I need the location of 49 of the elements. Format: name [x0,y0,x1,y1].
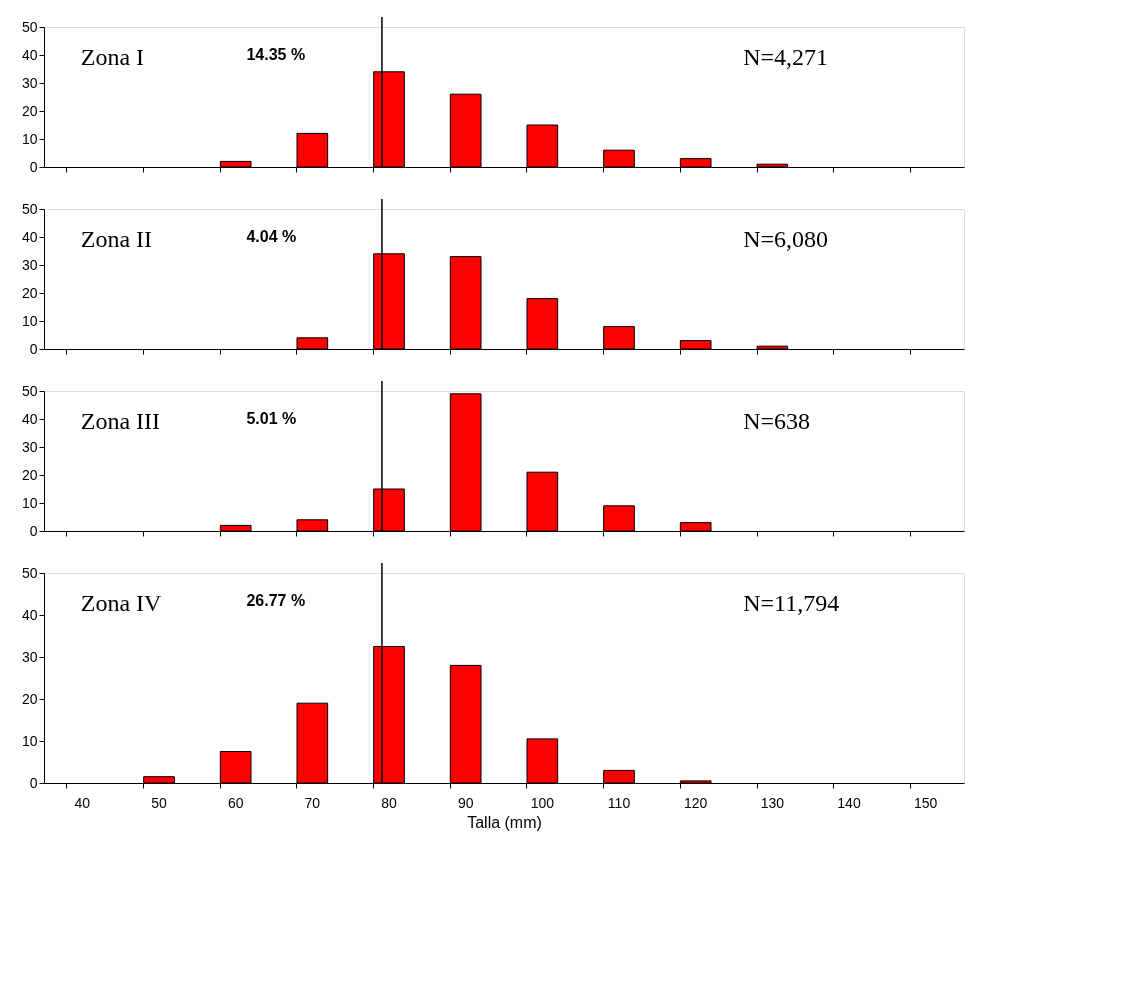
annotation: Zona III [80,407,161,434]
x-tick-label: 120 [683,794,708,811]
y-tick-label: 0 [29,158,38,175]
annotation: Zona II [80,225,153,252]
y-tick-label: 0 [29,340,38,357]
x-tick-label: 100 [530,794,555,811]
annotation: Zona IV [80,589,163,616]
y-tick-label: 20 [21,690,38,707]
annotation: 26.77 % [246,592,306,609]
x-tick-label: 110 [607,794,631,811]
annotation: N=638 [743,407,811,434]
x-tick-label: 150 [913,794,938,811]
annotation: N=4,271 [743,43,829,70]
annotation: 5.01 % [246,410,297,427]
y-tick-label: 20 [21,466,38,483]
y-tick-label: 40 [21,228,38,245]
annotation: Zona I [80,43,145,70]
y-tick-label: 10 [21,312,38,329]
y-tick-label: 40 [21,606,38,623]
y-tick-label: 20 [21,284,38,301]
x-tick-label: 70 [304,794,321,811]
y-tick-label: 50 [21,382,38,399]
x-tick-label: 50 [151,794,167,811]
y-tick-label: 50 [21,200,38,217]
x-axis-title: Talla (mm) [467,813,542,831]
x-tick-label: 60 [227,794,244,811]
x-tick-label: 130 [760,794,785,811]
annotation: N=6,080 [743,225,829,252]
annotation: 4.04 % [246,228,297,245]
y-tick-label: 30 [21,438,38,455]
x-tick-label: 140 [837,794,861,811]
x-tick-label: 40 [74,794,91,811]
y-tick-label: 20 [21,102,38,119]
annotation: 14.35 % [246,46,306,63]
y-tick-label: 40 [21,46,38,63]
y-tick-label: 0 [29,774,38,791]
y-tick-label: 30 [21,648,38,665]
annotation: N=11,794 [743,589,840,616]
y-tick-label: 10 [21,130,38,147]
y-tick-label: 50 [21,18,38,35]
y-tick-label: 30 [21,256,38,273]
y-tick-label: 0 [29,522,38,539]
y-tick-label: 10 [21,732,38,749]
x-tick-label: 80 [381,794,397,811]
y-tick-label: 50 [21,564,38,581]
y-tick-label: 30 [21,74,38,91]
y-tick-label: 40 [21,410,38,427]
y-tick-label: 10 [21,494,38,511]
x-tick-label: 90 [457,794,474,811]
